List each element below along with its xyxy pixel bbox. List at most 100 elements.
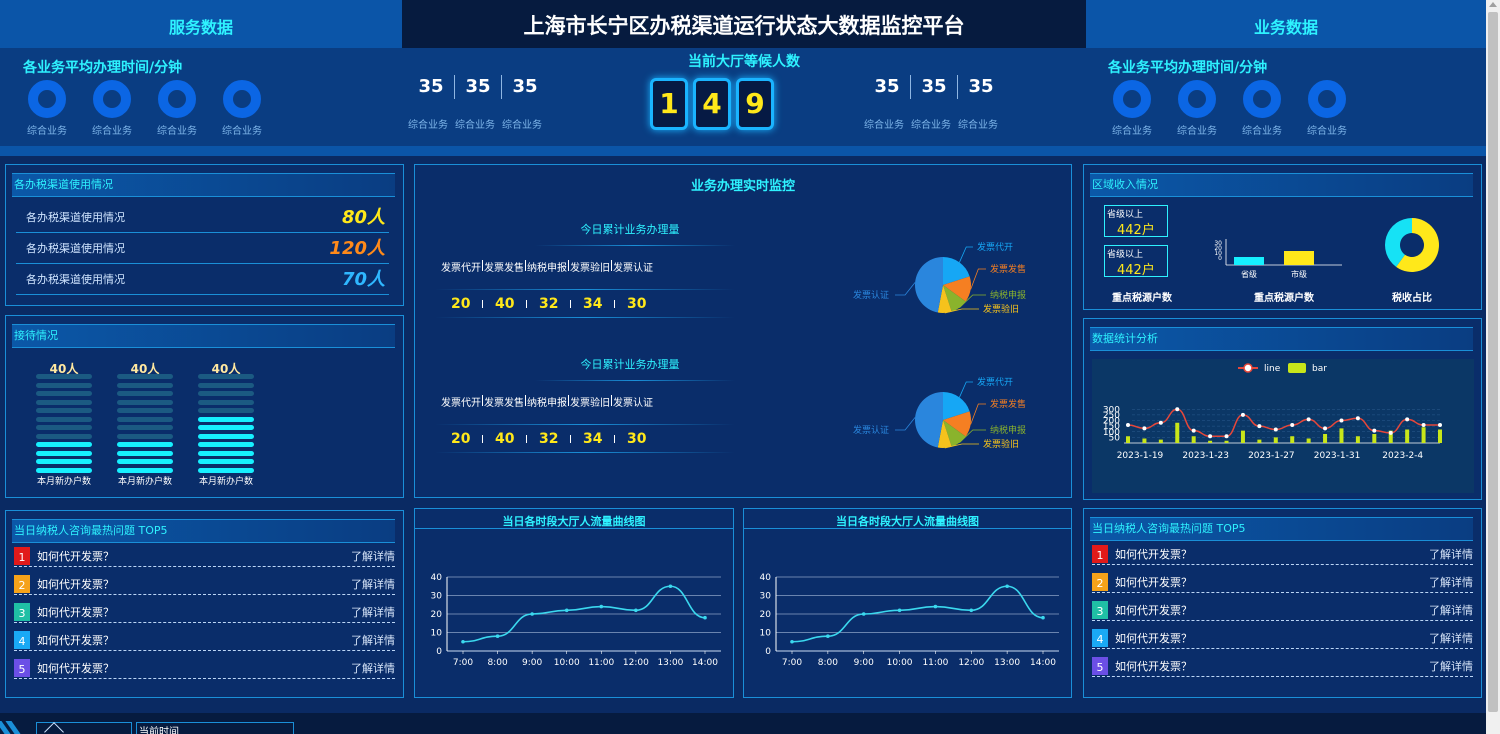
stats-y-tick: 50	[1109, 433, 1121, 443]
stats-x-tick: 2023-1-31	[1314, 451, 1361, 461]
faq-more-link[interactable]: 了解详情	[351, 550, 395, 563]
pie-label: 纳税申报	[990, 424, 1026, 436]
faq-more-link[interactable]: 了解详情	[1429, 632, 1473, 645]
top-right-heading: 各业务平均办理时间/分钟	[1108, 60, 1268, 76]
channel-row-value: 80人	[341, 207, 385, 228]
faq-question: 如何代开发票？	[37, 550, 114, 563]
x-tick-label: 7:00	[453, 658, 473, 668]
realtime-value: 40	[495, 431, 515, 447]
flow-chart-2: 0 10 20 30 40 7:00 8:00 9:00 10:00 11:00 12:00 13:0…	[760, 573, 1059, 668]
header-right-tab[interactable]: 业务数据	[1086, 0, 1486, 48]
faq-more-link[interactable]: 了解详情	[351, 578, 395, 591]
faq-item[interactable]: 4 如何代开发票？ 了解详情	[1092, 621, 1473, 649]
tax-share-donut	[1385, 218, 1439, 272]
stats-bar	[1388, 430, 1393, 443]
faq-more-link[interactable]: 了解详情	[351, 634, 395, 647]
reception-bar	[198, 374, 254, 476]
legend-bar-icon	[1288, 363, 1306, 373]
x-tick-label: 12:00	[623, 658, 649, 668]
faq-item[interactable]: 5 如何代开发票？ 了解详情	[1092, 649, 1473, 677]
faq-item[interactable]: 1 如何代开发票？ 了解详情	[1092, 537, 1473, 565]
region-box-label: 省级以上	[1107, 250, 1144, 260]
stats-point	[1438, 423, 1442, 427]
stats-panel: 数据统计分析 line bar 300 250 200 150 100 50 2023-1-19…	[1083, 318, 1482, 500]
stats-bar	[1372, 434, 1377, 443]
ring-icon	[1178, 80, 1216, 118]
x-tick-label: 10:00	[887, 658, 913, 668]
region-box-value: 442户	[1117, 263, 1155, 278]
flow-point	[461, 639, 465, 644]
scrollbar[interactable]	[1486, 0, 1500, 734]
realtime-col-header: 发票认证	[613, 398, 653, 409]
stats-point	[1405, 417, 1410, 422]
channel-row: 各办税渠道使用情况 70人	[16, 265, 389, 295]
realtime-col-header: 纳税申报	[527, 398, 567, 409]
faq-item[interactable]: 3 如何代开发票？ 了解详情	[1092, 593, 1473, 621]
faq-more-link[interactable]: 了解详情	[1429, 660, 1473, 673]
x-tick-label: 8:00	[818, 658, 838, 668]
faq-item[interactable]: 1 如何代开发票？ 了解详情	[14, 539, 395, 567]
faq-more-link[interactable]: 了解详情	[351, 606, 395, 619]
stats-point	[1421, 423, 1426, 427]
faq-more-link[interactable]: 了解详情	[1429, 576, 1473, 589]
minibar-tick: 10	[1214, 250, 1222, 257]
ring-label: 综合业务	[1242, 126, 1282, 137]
faq-more-link[interactable]: 了解详情	[351, 662, 395, 675]
faq-item[interactable]: 5 如何代开发票？ 了解详情	[14, 651, 395, 679]
ring-icon	[93, 80, 131, 118]
stats-bar	[1240, 430, 1245, 443]
realtime-col-header: 纳税申报	[527, 263, 567, 274]
y-tick-label: 40	[760, 573, 772, 583]
scroll-up-icon[interactable]	[1489, 2, 1497, 7]
minibar-tick: 30	[1214, 240, 1222, 247]
faq-more-link[interactable]: 了解详情	[1429, 604, 1473, 617]
pie-label: 发票发售	[990, 263, 1026, 275]
pie-slice	[943, 257, 970, 285]
scrollbar-thumb[interactable]	[1488, 12, 1498, 712]
ring-icon	[158, 80, 196, 118]
stats-bar	[1273, 437, 1278, 443]
flow-point	[634, 608, 638, 613]
faq-item[interactable]: 2 如何代开发票？ 了解详情	[14, 567, 395, 595]
reception-value: 40人	[211, 362, 241, 376]
stats-y-tick: 250	[1103, 411, 1120, 421]
stats-bar	[1158, 439, 1163, 443]
footer-time-box: 当前时间	[136, 722, 294, 734]
pie-slice	[943, 392, 970, 420]
waiting-count-left: 35	[512, 76, 538, 97]
footer-home-box[interactable]	[36, 722, 132, 734]
pie-label: 发票验旧	[983, 438, 1019, 450]
channel-row-label: 各办税渠道使用情况	[26, 242, 125, 255]
flow-chart-panel-1: 当日各时段大厅人流量曲线图 0 10 20 30 40 7:00 8:00 9:00 10:00…	[414, 508, 734, 698]
realtime-subtitle: 今日累计业务办理量	[580, 358, 680, 371]
header-left-tab[interactable]: 服务数据	[0, 0, 402, 48]
stats-point	[1355, 416, 1360, 421]
waiting-label-right: 综合业务	[958, 120, 998, 131]
flow-point	[530, 612, 534, 616]
region-title: 区域收入情况	[1090, 173, 1473, 197]
flow-point	[861, 612, 866, 616]
minibar-bar	[1234, 257, 1264, 265]
realtime-subtitle: 今日累计业务办理量	[580, 223, 680, 236]
channel-row: 各办税渠道使用情况 120人	[16, 234, 389, 264]
pie-slice	[943, 276, 971, 302]
faq-item[interactable]: 4 如何代开发票？ 了解详情	[14, 623, 395, 651]
pie-label: 发票认证	[853, 289, 889, 301]
x-tick-label: 13:00	[994, 658, 1020, 668]
waiting-count-right: 35	[874, 76, 900, 97]
y-tick-label: 20	[431, 610, 443, 620]
stats-bar	[1355, 436, 1360, 443]
home-icon	[44, 722, 64, 734]
faq-item[interactable]: 2 如何代开发票？ 了解详情	[1092, 565, 1473, 593]
header-left-tab-label: 服务数据	[168, 18, 233, 37]
realtime-value: 32	[539, 296, 559, 312]
waiting-label-left: 综合业务	[502, 120, 542, 131]
ring-label: 综合业务	[1112, 126, 1152, 137]
stats-x-tick: 2023-1-27	[1248, 451, 1295, 461]
faq-more-link[interactable]: 了解详情	[1429, 548, 1473, 561]
pie-slice	[915, 392, 943, 448]
x-tick-label: 7:00	[782, 658, 802, 668]
realtime-value: 34	[583, 431, 603, 447]
faq-item[interactable]: 3 如何代开发票？ 了解详情	[14, 595, 395, 623]
